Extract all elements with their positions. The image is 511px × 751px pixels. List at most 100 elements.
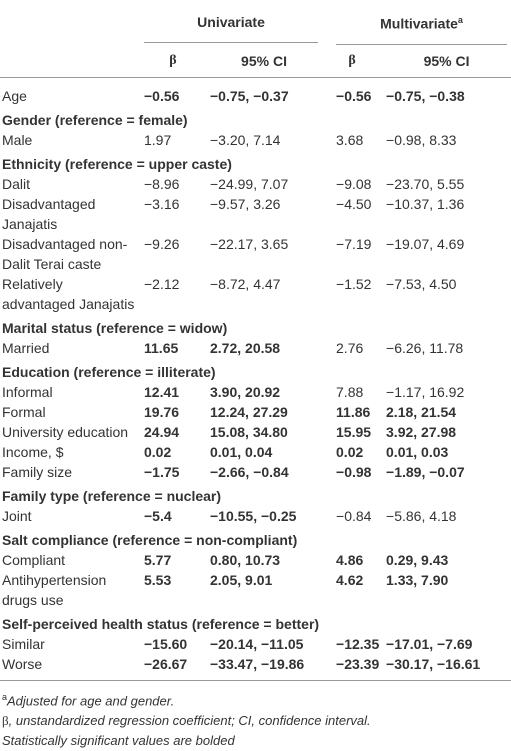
- beta-cell: −9.08: [336, 175, 372, 192]
- data-row: Formal 19.76 12.24, 27.29 11.86 2.18, 21.54: [0, 402, 511, 422]
- beta-cell: −1.52: [336, 275, 372, 292]
- footnote-mark: a: [2, 691, 8, 702]
- ci-cell: 2.18, 21.54: [386, 403, 457, 420]
- footnotes: aAdjusted for age and gender. β, unstand…: [0, 681, 511, 751]
- section-label: Gender (reference = female): [2, 111, 188, 128]
- ci-cell: −23.70, 5.55: [386, 175, 465, 192]
- row-label: Age: [2, 87, 27, 104]
- row-label: Joint: [2, 507, 32, 524]
- section-row: Ethnicity (reference = upper caste): [0, 150, 511, 174]
- row-label: University education: [2, 423, 129, 440]
- footnote: Statistically significant values are bol…: [2, 731, 509, 751]
- row-label: Informal: [2, 383, 53, 400]
- ci-cell: −33.47, −19.86: [206, 653, 323, 681]
- ci-cell: 15.08, 34.80: [210, 423, 288, 440]
- ci-cell: 3.90, 20.92: [210, 383, 281, 400]
- ci-cell: 0.01, 0.03: [386, 443, 449, 460]
- beta-cell: 12.41: [144, 383, 180, 400]
- ci-cell: 12.24, 27.29: [210, 403, 288, 420]
- column-header: β: [322, 44, 383, 78]
- section-row: Self-perceived health status (reference …: [0, 610, 511, 634]
- data-row: Informal 12.41 3.90, 20.92 7.88 −1.17, 16.92: [0, 382, 511, 402]
- ci-cell: 0.01, 0.04: [210, 443, 273, 460]
- results-table: Univariate Multivariatea β 95% CI β 95% …: [0, 0, 511, 681]
- data-row: Relatively advantaged Janajatis −2.12 −8.7…: [0, 274, 511, 314]
- ci-cell: 1.33, 7.90: [386, 571, 449, 588]
- ci-cell: 3.92, 27.98: [386, 423, 457, 440]
- beta-cell: −4.50: [336, 195, 372, 212]
- row-label: Relatively advantaged Janajatis: [2, 275, 135, 312]
- data-row: Male 1.97 −3.20, 7.14 3.68 −0.98, 8.33: [0, 130, 511, 150]
- beta-cell: 4.62: [336, 571, 364, 588]
- ci-cell: 0.80, 10.73: [210, 551, 281, 568]
- ci-cell: −1.17, 16.92: [386, 383, 465, 400]
- data-row: Family size −1.75 −2.66, −0.84 −0.98 −1.89, …: [0, 462, 511, 482]
- section-row: Family type (reference = nuclear): [0, 482, 511, 506]
- beta-cell: −9.26: [144, 235, 180, 252]
- data-row: Antihypertension drugs use 5.53 2.05, 9.01…: [0, 570, 511, 610]
- beta-cell: 11.86: [336, 403, 371, 420]
- table-body: Age −0.56 −0.75, −0.37 −0.56 −0.75, −0.38 Gen…: [0, 77, 511, 681]
- ci-cell: −8.72, 4.47: [210, 275, 281, 292]
- row-label: Married: [2, 339, 50, 356]
- row-label: Compliant: [2, 551, 66, 568]
- data-row: Worse −26.67 −33.47, −19.86 −23.39 −30.17, −…: [0, 653, 511, 681]
- column-header: 95% CI: [382, 44, 511, 78]
- beta-cell: −3.16: [144, 195, 180, 212]
- column-header: 95% CI: [206, 44, 323, 78]
- section-label: Education (reference = illiterate): [2, 363, 216, 380]
- row-label: Worse: [0, 653, 140, 681]
- beta-cell: −2.12: [144, 275, 180, 292]
- data-row: Age −0.56 −0.75, −0.37 −0.56 −0.75, −0.38: [0, 77, 511, 106]
- beta-cell: −15.60: [144, 635, 188, 652]
- ci-cell: −10.37, 1.36: [386, 195, 465, 212]
- section-row: Gender (reference = female): [0, 106, 511, 130]
- section-row: Salt compliance (reference = non-complia…: [0, 526, 511, 550]
- beta-cell: 4.86: [336, 551, 364, 568]
- ci-cell: 2.72, 20.58: [210, 339, 281, 356]
- section-label: Ethnicity (reference = upper caste): [2, 155, 232, 172]
- header-text: Multivariate: [380, 15, 458, 32]
- data-row: Married 11.65 2.72, 20.58 2.76 −6.26, 11.78: [0, 338, 511, 358]
- ci-cell: −20.14, −11.05: [210, 635, 304, 652]
- group-header: Univariate: [140, 0, 322, 45]
- footnote: β, unstandardized regression coefficient…: [2, 711, 509, 731]
- ci-cell: −24.99, 7.07: [210, 175, 289, 192]
- footnote-mark: a: [457, 15, 463, 25]
- data-row: University education 24.94 15.08, 34.80 15.…: [0, 422, 511, 442]
- beta-cell: 5.53: [144, 571, 172, 588]
- ci-cell: −10.55, −0.25: [210, 507, 297, 524]
- beta-cell: 24.94: [144, 423, 180, 440]
- footnote-text: Statistically significant values are bol…: [2, 732, 235, 748]
- ci-cell: −0.98, 8.33: [386, 131, 457, 148]
- row-label: Similar: [2, 635, 45, 652]
- beta-cell: 11.65: [144, 339, 179, 356]
- ci-cell: −17.01, −7.69: [386, 635, 473, 652]
- ci-cell: 0.29, 9.43: [386, 551, 449, 568]
- ci-cell: −1.89, −0.07: [386, 463, 465, 480]
- section-label: Self-perceived health status (reference …: [2, 615, 320, 632]
- beta-cell: 0.02: [144, 443, 172, 460]
- ci-cell: −5.86, 4.18: [386, 507, 457, 524]
- column-header: β: [140, 44, 206, 78]
- beta-cell: −23.39: [322, 653, 383, 681]
- data-row: Compliant 5.77 0.80, 10.73 4.86 0.29, 9.43: [0, 550, 511, 570]
- data-row: Similar −15.60 −20.14, −11.05 −12.35 −17.01,…: [0, 634, 511, 654]
- group-header: Multivariatea: [322, 0, 511, 45]
- ci-cell: −22.17, 3.65: [210, 235, 289, 252]
- data-row: Joint −5.4 −10.55, −0.25 −0.84 −5.86, 4.18: [0, 506, 511, 526]
- section-row: Education (reference = illiterate): [0, 358, 511, 382]
- beta-cell: −12.35: [336, 635, 380, 652]
- row-label: Formal: [2, 403, 46, 420]
- ci-cell: −6.26, 11.78: [386, 339, 464, 356]
- section-label: Salt compliance (reference = non-complia…: [2, 531, 298, 548]
- beta-cell: −1.75: [144, 463, 180, 480]
- footnote-text: Adjusted for age and gender.: [7, 692, 175, 708]
- data-row: Disadvantaged non-Dalit Terai caste −9.26…: [0, 234, 511, 274]
- row-label: Disadvantaged non-Dalit Terai caste: [2, 235, 128, 272]
- beta-cell: −8.96: [144, 175, 180, 192]
- row-label: Income, $: [2, 443, 64, 460]
- beta-cell: 15.95: [336, 423, 372, 440]
- footnote: aAdjusted for age and gender.: [2, 687, 509, 711]
